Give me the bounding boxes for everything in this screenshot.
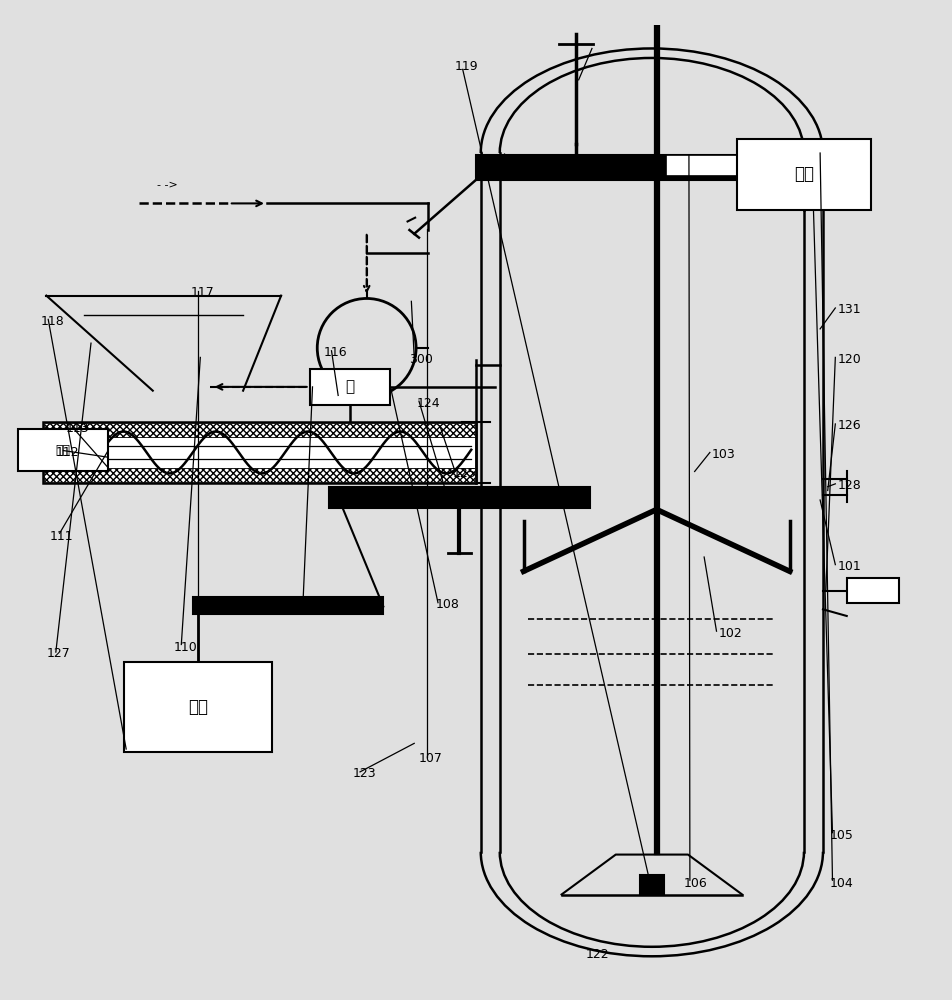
Text: 109: 109 bbox=[295, 598, 319, 611]
Text: 131: 131 bbox=[837, 303, 861, 316]
Text: 123: 123 bbox=[352, 767, 376, 780]
Text: 124: 124 bbox=[417, 397, 441, 410]
Text: 117: 117 bbox=[190, 286, 214, 299]
Text: 111: 111 bbox=[50, 530, 73, 543]
Text: 106: 106 bbox=[684, 877, 707, 890]
Text: 110: 110 bbox=[173, 641, 197, 654]
Bar bbox=[738, 139, 870, 210]
Text: 300: 300 bbox=[409, 353, 433, 366]
Text: 128: 128 bbox=[837, 479, 861, 492]
Text: 电机: 电机 bbox=[55, 444, 70, 457]
Text: 122: 122 bbox=[585, 948, 609, 961]
Bar bbox=[476, 155, 827, 180]
Text: 105: 105 bbox=[829, 829, 854, 842]
Bar bbox=[666, 155, 738, 176]
Text: 119: 119 bbox=[455, 60, 479, 73]
Bar bbox=[18, 429, 109, 471]
Text: 127: 127 bbox=[47, 647, 70, 660]
Text: 103: 103 bbox=[712, 448, 736, 461]
Bar bbox=[846, 578, 899, 603]
Text: 118: 118 bbox=[41, 315, 65, 328]
Text: 电机: 电机 bbox=[794, 165, 814, 183]
Text: 112: 112 bbox=[56, 446, 79, 459]
Bar bbox=[44, 422, 476, 483]
Bar bbox=[125, 662, 271, 752]
Text: 电机: 电机 bbox=[188, 698, 208, 716]
Bar bbox=[640, 875, 664, 895]
Text: 125: 125 bbox=[452, 467, 476, 480]
Bar bbox=[45, 468, 475, 482]
Bar bbox=[45, 423, 475, 437]
Bar bbox=[193, 597, 384, 614]
Text: - ->: - -> bbox=[157, 180, 177, 190]
Text: 102: 102 bbox=[719, 627, 743, 640]
Bar bbox=[309, 369, 390, 405]
Text: 101: 101 bbox=[837, 560, 861, 573]
Text: 阀: 阀 bbox=[346, 379, 354, 394]
Text: 107: 107 bbox=[419, 752, 443, 765]
Text: 113: 113 bbox=[66, 422, 89, 435]
Text: 116: 116 bbox=[324, 346, 347, 359]
Text: 120: 120 bbox=[837, 353, 861, 366]
Text: 126: 126 bbox=[837, 419, 861, 432]
Text: 104: 104 bbox=[829, 877, 853, 890]
Bar bbox=[328, 487, 590, 508]
Text: 108: 108 bbox=[436, 598, 460, 611]
